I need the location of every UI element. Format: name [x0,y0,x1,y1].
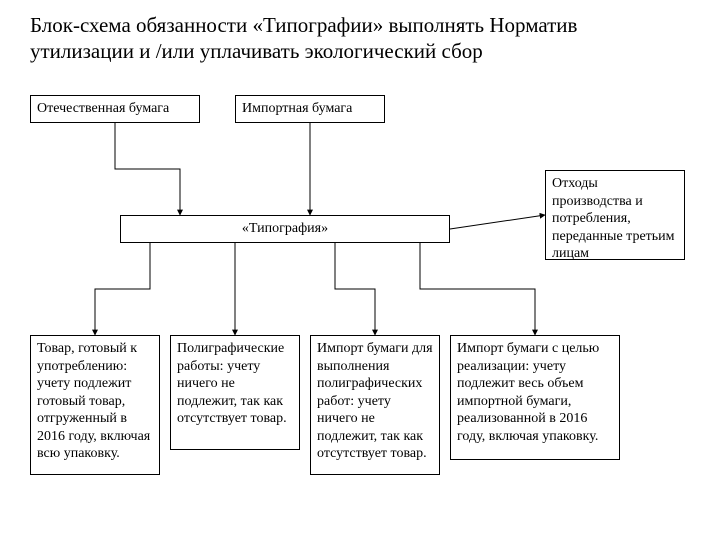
diagram-title: Блок-схема обязанности «Типографии» выпо… [30,12,650,65]
node-label: «Типография» [242,221,328,236]
node-output-2: Полиграфические работы: учету ничего не … [170,335,300,450]
node-typography: «Типография» [120,215,450,243]
connector-edge [115,123,180,215]
node-output-1: Товар, готовый к употреблению: учету под… [30,335,160,475]
node-label: Отходы производства и потребления, перед… [552,176,675,261]
node-label: Отечественная бумага [37,101,169,116]
node-output-4: Импорт бумаги с целью реализации: учету … [450,335,620,460]
connector-edge [95,243,150,335]
node-domestic-paper: Отечественная бумага [30,95,200,123]
connector-edge [450,215,545,229]
flowchart-stage: Блок-схема обязанности «Типографии» выпо… [0,0,720,540]
node-waste: Отходы производства и потребления, перед… [545,170,685,260]
connector-edge [420,243,535,335]
node-imported-paper: Импортная бумага [235,95,385,123]
node-label: Импорт бумаги с целью реализации: учету … [457,341,599,444]
connector-edge [335,243,375,335]
node-label: Импорт бумаги для выполнения полиграфиче… [317,341,433,461]
node-label: Товар, готовый к употреблению: учету под… [37,341,150,461]
node-output-3: Импорт бумаги для выполнения полиграфиче… [310,335,440,475]
node-label: Полиграфические работы: учету ничего не … [177,341,287,426]
node-label: Импортная бумага [242,101,352,116]
